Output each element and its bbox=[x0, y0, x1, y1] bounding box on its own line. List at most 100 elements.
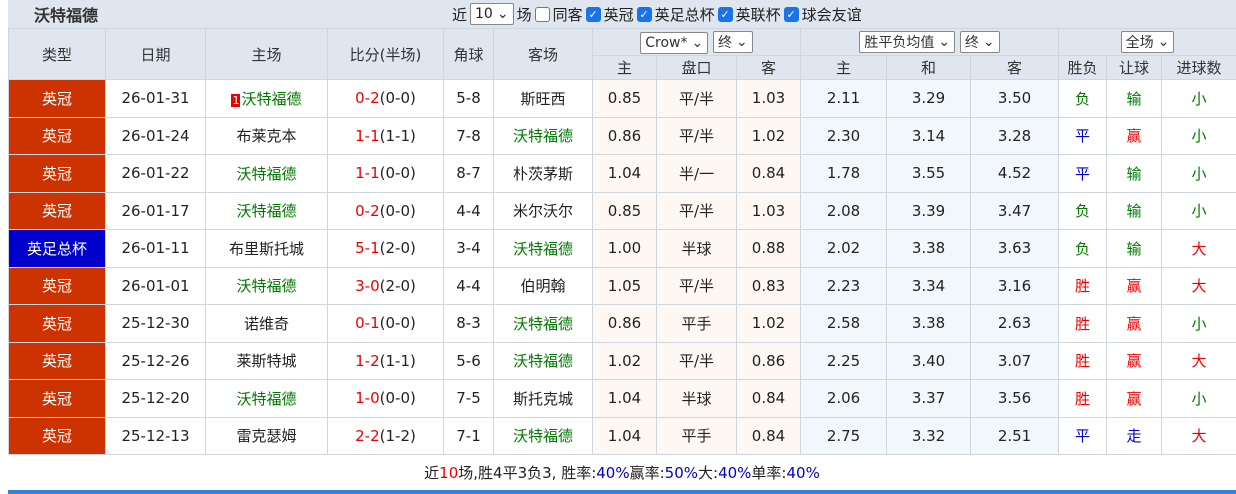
away-team[interactable]: 沃特福德 bbox=[493, 416, 593, 455]
stage-value: 终 bbox=[718, 34, 733, 51]
loss-odds: 3.28 bbox=[970, 116, 1060, 155]
table-row: 英冠 25-12-20 沃特福德 1-0(0-0) 7-5 斯托克城 1.04 … bbox=[8, 379, 1236, 418]
competition-checkbox[interactable]: ✓ bbox=[717, 6, 733, 22]
score[interactable]: 1-0(0-0) bbox=[327, 379, 444, 418]
handicap-result: 赢 bbox=[1106, 304, 1163, 343]
away-team[interactable]: 米尔沃尔 bbox=[493, 191, 593, 230]
handicap-line: 平手 bbox=[656, 304, 737, 343]
score[interactable]: 0-2(0-0) bbox=[327, 79, 444, 118]
table-row: 英冠 26-01-24 布莱克本 1-1(1-1) 7-8 沃特福德 0.86 … bbox=[8, 116, 1236, 155]
loss-odds: 3.07 bbox=[970, 341, 1060, 380]
home-team[interactable]: 诺维奇 bbox=[205, 304, 328, 343]
match-type[interactable]: 英冠 bbox=[8, 379, 106, 418]
table-row: 英冠 25-12-30 诺维奇 0-1(0-0) 8-3 沃特福德 0.86 平… bbox=[8, 304, 1236, 343]
match-type[interactable]: 英冠 bbox=[8, 416, 106, 455]
result: 胜 bbox=[1058, 266, 1108, 305]
odd-rate: 40% bbox=[786, 463, 820, 482]
score[interactable]: 0-2(0-0) bbox=[327, 191, 444, 230]
match-type[interactable]: 英冠 bbox=[8, 79, 106, 118]
competition-checkbox[interactable]: ✓ bbox=[783, 6, 799, 22]
subcol-header: 客 bbox=[970, 55, 1060, 80]
bottom-border bbox=[8, 490, 1236, 494]
handicap-stage-select[interactable]: 终 ⌄ bbox=[713, 30, 753, 53]
away-team[interactable]: 沃特福德 bbox=[493, 341, 593, 380]
win-rate: 40% bbox=[596, 463, 630, 482]
games-label: 场 bbox=[516, 5, 532, 24]
away-team[interactable]: 斯托克城 bbox=[493, 379, 593, 418]
handicap-away-odds: 0.86 bbox=[735, 341, 802, 380]
chevron-down-icon: ⌄ bbox=[938, 34, 951, 50]
match-type[interactable]: 英冠 bbox=[8, 154, 106, 193]
score[interactable]: 1-2(1-1) bbox=[327, 341, 444, 380]
summary-text: 近 bbox=[424, 464, 440, 482]
home-team[interactable]: 沃特福德 bbox=[205, 266, 328, 305]
home-team[interactable]: 布里斯托城 bbox=[205, 229, 328, 268]
home-team[interactable]: 沃特福德 bbox=[205, 379, 328, 418]
col-type: 类型 bbox=[8, 28, 106, 80]
score[interactable]: 1-1(1-1) bbox=[327, 116, 444, 155]
recent-count-value: 10 bbox=[475, 6, 493, 22]
away-team[interactable]: 伯明翰 bbox=[493, 266, 593, 305]
full-score: 1-1 bbox=[355, 126, 380, 145]
result-header: 全场 ⌄ bbox=[1058, 28, 1236, 56]
chevron-down-icon: ⌄ bbox=[1157, 34, 1170, 50]
match-type[interactable]: 英冠 bbox=[8, 266, 106, 305]
company-select[interactable]: Crow* ⌄ bbox=[640, 31, 709, 54]
handicap-away-odds: 1.02 bbox=[735, 304, 802, 343]
odds-stage-select[interactable]: 终 ⌄ bbox=[959, 31, 1000, 53]
match-date: 25-12-26 bbox=[105, 341, 206, 380]
table-row: 英冠 25-12-13 雷克瑟姆 2-2(1-2) 7-1 沃特福德 1.04 … bbox=[8, 416, 1236, 455]
handicap-away-odds: 0.84 bbox=[735, 154, 802, 193]
score[interactable]: 3-0(2-0) bbox=[327, 266, 444, 305]
score[interactable]: 1-1(0-0) bbox=[327, 154, 444, 193]
match-type[interactable]: 英足总杯 bbox=[8, 229, 106, 268]
match-date: 26-01-11 bbox=[105, 229, 206, 268]
home-team-name: 布里斯托城 bbox=[228, 239, 304, 258]
odds-select[interactable]: 胜平负均值 ⌄ bbox=[859, 31, 956, 53]
handicap-result: 输 bbox=[1106, 191, 1163, 230]
score[interactable]: 0-1(0-0) bbox=[327, 304, 444, 343]
home-team-name: 沃特福德 bbox=[236, 277, 297, 296]
home-team[interactable]: 1 沃特福德 bbox=[205, 79, 328, 118]
home-team[interactable]: 莱斯特城 bbox=[205, 341, 328, 380]
col-corner: 角球 bbox=[443, 28, 494, 80]
handicap-result: 赢 bbox=[1106, 379, 1163, 418]
corners: 7-5 bbox=[443, 379, 494, 418]
away-team[interactable]: 斯旺西 bbox=[493, 79, 593, 118]
away-team[interactable]: 沃特福德 bbox=[493, 229, 593, 268]
handicap-line: 半球 bbox=[656, 379, 737, 418]
home-team[interactable]: 沃特福德 bbox=[205, 191, 328, 230]
full-score: 0-2 bbox=[355, 89, 380, 108]
competition-checkbox[interactable]: ✓ bbox=[636, 6, 652, 22]
home-team-name: 雷克瑟姆 bbox=[236, 427, 297, 446]
win-odds: 2.23 bbox=[800, 266, 888, 305]
away-team[interactable]: 沃特福德 bbox=[493, 116, 593, 155]
home-team[interactable]: 布莱克本 bbox=[205, 116, 328, 155]
recent-label: 近 bbox=[452, 5, 468, 24]
same-venue-checkbox[interactable] bbox=[534, 6, 550, 22]
away-team[interactable]: 朴茨茅斯 bbox=[493, 154, 593, 193]
match-type[interactable]: 英冠 bbox=[8, 304, 106, 343]
match-type[interactable]: 英冠 bbox=[8, 116, 106, 155]
draw-odds: 3.34 bbox=[886, 266, 972, 305]
competition-checkbox[interactable]: ✓ bbox=[585, 6, 601, 22]
full-score: 1-0 bbox=[355, 389, 380, 408]
home-team[interactable]: 雷克瑟姆 bbox=[205, 416, 328, 455]
home-team[interactable]: 沃特福德 bbox=[205, 154, 328, 193]
match-type[interactable]: 英冠 bbox=[8, 341, 106, 380]
handicap-home-odds: 1.05 bbox=[592, 266, 657, 305]
loss-odds: 2.63 bbox=[970, 304, 1060, 343]
score[interactable]: 5-1(2-0) bbox=[327, 229, 444, 268]
match-type[interactable]: 英冠 bbox=[8, 191, 106, 230]
score[interactable]: 2-2(1-2) bbox=[327, 416, 444, 455]
away-team[interactable]: 沃特福德 bbox=[493, 304, 593, 343]
half-score: (2-0) bbox=[379, 276, 416, 295]
subcol-header: 进球数 bbox=[1161, 55, 1236, 80]
col-date: 日期 bbox=[105, 28, 206, 80]
handicap-result: 走 bbox=[1106, 416, 1163, 455]
home-team-name: 布莱克本 bbox=[236, 127, 297, 146]
period-select[interactable]: 全场 ⌄ bbox=[1120, 31, 1175, 53]
draw-odds: 3.38 bbox=[886, 304, 972, 343]
recent-count-select[interactable]: 10 ⌄ bbox=[470, 3, 514, 25]
handicap-line: 平/半 bbox=[656, 341, 737, 380]
